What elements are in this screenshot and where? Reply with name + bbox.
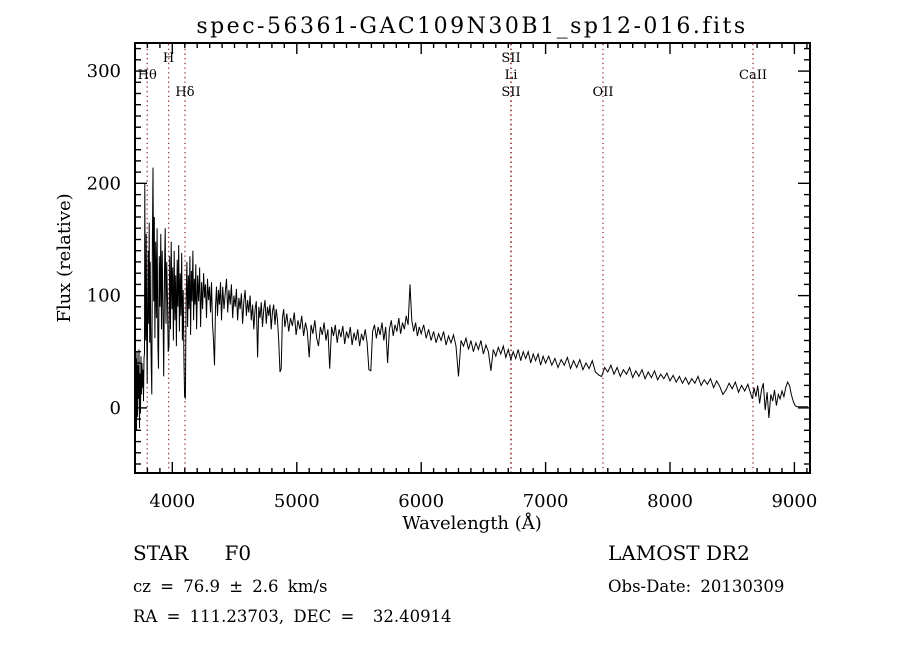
y-axis-title: Flux (relative) <box>54 193 75 322</box>
spectral-line-label: Li <box>505 68 518 83</box>
chart-layer: 4000 5000 6000 7000 8000 9000 0 100 200 300 Hθ H Hδ S… <box>87 42 817 512</box>
y-tick-label: 300 <box>87 61 121 82</box>
x-tick-label: 7000 <box>523 491 569 512</box>
object-class-row: STAR F0 <box>133 541 251 565</box>
spectral-line-label: SII <box>501 85 520 100</box>
x-tick-label: 8000 <box>647 491 693 512</box>
y-tick-label: 0 <box>110 398 121 419</box>
spectral-line-label: H <box>163 51 174 66</box>
y-tick-label: 100 <box>87 286 121 307</box>
plot-title: spec-56361-GAC109N30B1_sp12-016.fits <box>196 14 747 39</box>
plot-frame <box>134 42 811 474</box>
x-tick-label: 6000 <box>398 491 444 512</box>
spectrum-trace <box>134 167 809 431</box>
spectrum-plot: spec-56361-GAC109N30B1_sp12-016.fits 400… <box>54 14 817 534</box>
x-tick-label: 9000 <box>771 491 817 512</box>
coordinates: RA = 111.23703, DEC = 32.40914 <box>133 607 452 626</box>
object-class-label: STAR <box>133 541 189 565</box>
obs-date: Obs-Date: 20130309 <box>608 577 785 596</box>
cz-value: cz = 76.9 ± 2.6 km/s <box>133 577 328 596</box>
spectral-line-label: SII <box>501 51 520 66</box>
y-tick-label: 200 <box>87 173 121 194</box>
spectral-line-label: Hδ <box>175 85 194 100</box>
x-axis-title: Wavelength (Å) <box>402 512 542 534</box>
spectral-line-label: CaII <box>739 68 767 83</box>
x-tick-label: 4000 <box>149 491 195 512</box>
object-subclass-label: F0 <box>224 541 252 565</box>
survey-label: LAMOST DR2 <box>608 541 750 565</box>
spectral-line-label: Hθ <box>138 68 157 83</box>
x-tick-label: 5000 <box>274 491 320 512</box>
spectral-line-label: OII <box>593 85 614 100</box>
